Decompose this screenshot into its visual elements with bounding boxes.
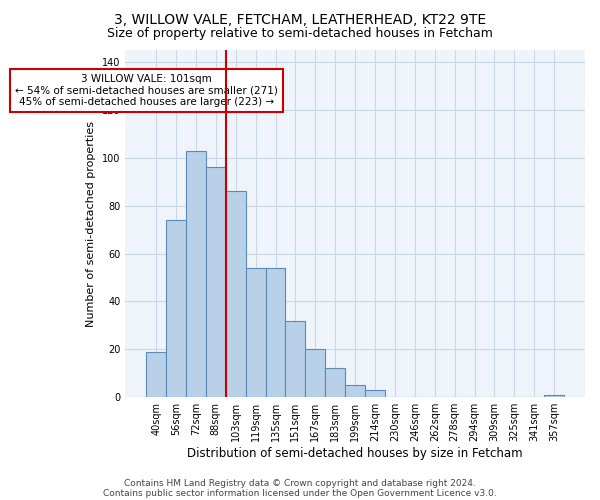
X-axis label: Distribution of semi-detached houses by size in Fetcham: Distribution of semi-detached houses by …	[187, 447, 523, 460]
Bar	[266, 268, 286, 397]
Y-axis label: Number of semi-detached properties: Number of semi-detached properties	[86, 120, 97, 326]
Bar	[245, 268, 266, 397]
Bar	[544, 395, 564, 397]
Bar	[286, 320, 305, 397]
Bar	[186, 150, 206, 397]
Text: Contains public sector information licensed under the Open Government Licence v3: Contains public sector information licen…	[103, 488, 497, 498]
Bar	[146, 352, 166, 397]
Bar	[166, 220, 186, 397]
Bar	[345, 385, 365, 397]
Bar	[226, 192, 245, 397]
Text: Contains HM Land Registry data © Crown copyright and database right 2024.: Contains HM Land Registry data © Crown c…	[124, 478, 476, 488]
Bar	[365, 390, 385, 397]
Bar	[305, 350, 325, 397]
Text: 3, WILLOW VALE, FETCHAM, LEATHERHEAD, KT22 9TE: 3, WILLOW VALE, FETCHAM, LEATHERHEAD, KT…	[114, 12, 486, 26]
Text: 3 WILLOW VALE: 101sqm
← 54% of semi-detached houses are smaller (271)
45% of sem: 3 WILLOW VALE: 101sqm ← 54% of semi-deta…	[15, 74, 278, 107]
Bar	[206, 168, 226, 397]
Text: Size of property relative to semi-detached houses in Fetcham: Size of property relative to semi-detach…	[107, 28, 493, 40]
Bar	[325, 368, 345, 397]
